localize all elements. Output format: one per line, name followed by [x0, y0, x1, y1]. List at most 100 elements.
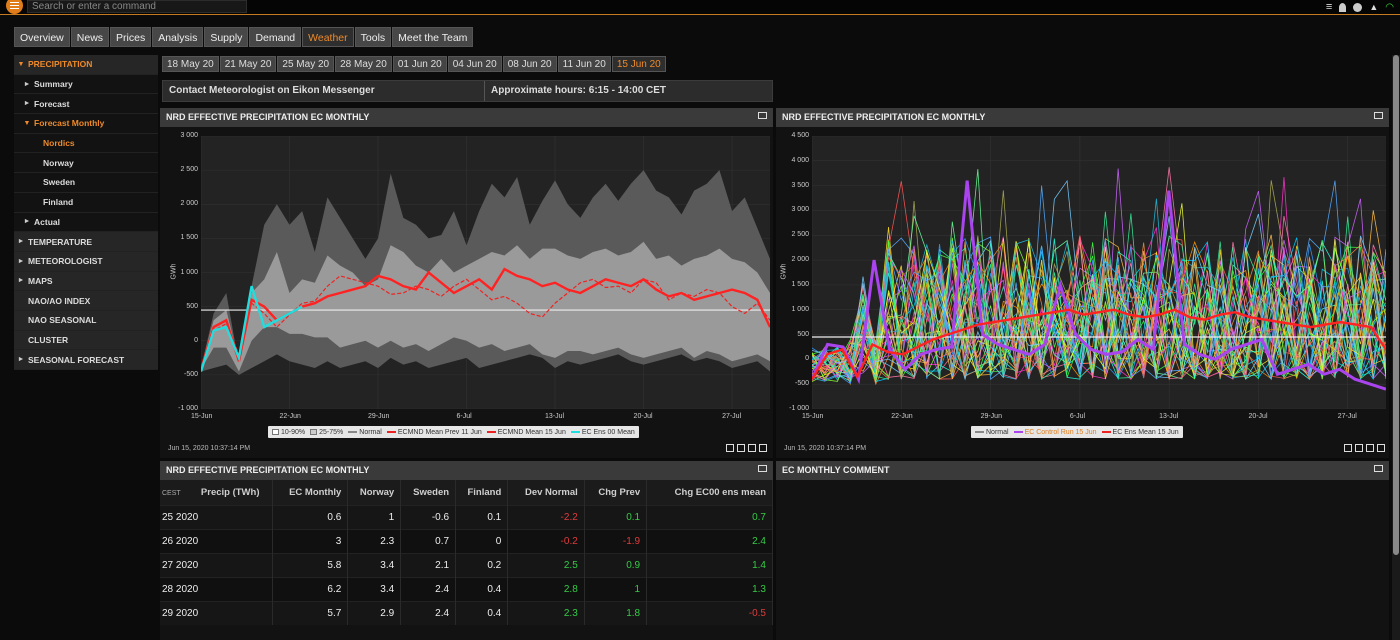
popout-icon[interactable]	[1374, 112, 1383, 119]
legend-entry[interactable]: ECMND Mean 15 Jun	[486, 429, 566, 436]
col-header[interactable]: Chg EC00 ens mean	[646, 480, 773, 505]
date-tab[interactable]: 15 Jun 20	[611, 56, 666, 72]
legend-entry[interactable]: Normal	[975, 429, 1009, 436]
scrollbar[interactable]	[1392, 55, 1400, 640]
col-header[interactable]: Sweden	[400, 480, 457, 505]
sidebar-item-finland[interactable]: Finland	[14, 192, 158, 213]
excel-icon[interactable]	[1377, 444, 1385, 452]
popout-icon[interactable]	[758, 112, 767, 119]
date-tab[interactable]: 01 Jun 20	[392, 56, 447, 72]
hamburger-icon[interactable]: ≡	[1325, 1, 1333, 13]
sidebar-item-seasonal-forecast[interactable]: ► SEASONAL FORECAST	[14, 350, 158, 370]
col-header[interactable]: Finland	[455, 480, 509, 505]
x-tick-label: 13-Jul	[545, 413, 565, 420]
sidebar-item-norway[interactable]: Norway	[14, 153, 158, 174]
date-tab[interactable]: 21 May 20	[219, 56, 277, 72]
legend-entry[interactable]: 10-90%	[272, 429, 305, 436]
precip-table: CEST Precip (TWh) EC Monthly Norway Sweden Fi…	[160, 480, 773, 625]
sidebar-item-label: Forecast Monthly	[34, 118, 105, 129]
export-icon[interactable]	[1344, 444, 1352, 452]
table-cell: 3	[272, 528, 349, 553]
export-icon[interactable]	[726, 444, 734, 452]
caret-right-icon: ►	[23, 218, 31, 226]
sidebar-item-nao-seasonal[interactable]: NAO SEASONAL	[14, 310, 158, 331]
date-tab[interactable]: 11 Jun 20	[557, 56, 611, 72]
sidebar-item-summary[interactable]: ► Summary	[14, 74, 158, 95]
tab-news[interactable]: News	[70, 27, 110, 47]
tab-overview[interactable]: Overview	[14, 27, 70, 47]
user-icon[interactable]	[1339, 2, 1347, 12]
caret-right-icon: ►	[17, 257, 25, 265]
x-tick-label: 22-Jun	[279, 413, 301, 420]
legend-entry[interactable]: 25-75%	[310, 429, 343, 436]
x-tick-label: 6-Jul	[456, 413, 472, 420]
date-tab[interactable]: 25 May 20	[277, 56, 335, 72]
popout-icon[interactable]	[1374, 465, 1383, 472]
sidebar-item-nordics[interactable]: Nordics	[14, 133, 158, 154]
sidebar-item-precipitation[interactable]: ▼ PRECIPITATION	[14, 55, 158, 75]
scrollbar-thumb[interactable]	[1393, 55, 1399, 555]
sidebar-item-meteorologist[interactable]: ► METEOROLOGIST	[14, 251, 158, 272]
sidebar-item-label: TEMPERATURE	[28, 236, 93, 247]
legend-entry[interactable]: EC Ens 00 Mean	[570, 429, 635, 436]
ec-control-run-line	[810, 180, 1387, 391]
table-cell: 3.4	[347, 576, 402, 601]
date-tab[interactable]: 04 Jun 20	[447, 56, 502, 72]
legend-entry[interactable]: EC Control Run 15 Jun	[1013, 429, 1097, 436]
table-row: 28 2020 6.2 3.4 2.4 0.4 2.8 1 1.3	[160, 576, 773, 601]
download-icon[interactable]	[748, 444, 756, 452]
date-tab[interactable]: 08 Jun 20	[502, 56, 557, 72]
table-cell: 1	[347, 504, 402, 529]
y-tick-label: 3 500	[791, 181, 809, 189]
col-header[interactable]: Dev Normal	[507, 480, 585, 505]
sidebar-item-maps[interactable]: ► MAPS	[14, 271, 158, 292]
sidebar-item-temperature[interactable]: ► TEMPERATURE	[14, 232, 158, 252]
chart1-plot[interactable]	[199, 135, 772, 410]
date-tab[interactable]: 18 May 20	[162, 56, 219, 72]
download-icon[interactable]	[1366, 444, 1374, 452]
tab-weather[interactable]: Weather	[302, 27, 354, 47]
legend-entry[interactable]: EC Ens Mean 15 Jun	[1101, 429, 1179, 436]
tab-supply[interactable]: Supply	[204, 27, 249, 47]
table-cell: 2.3	[347, 528, 402, 553]
table-cell: 2.4	[400, 576, 457, 601]
chat-icon[interactable]	[1353, 2, 1363, 12]
tab-demand[interactable]: Demand	[249, 27, 302, 47]
contact-meteorologist-link[interactable]: Contact Meteorologist on Eikon Messenger	[163, 81, 485, 101]
table-cell: 2.5	[507, 552, 585, 577]
sidebar-item-actual[interactable]: ► Actual	[14, 212, 158, 233]
command-search-input[interactable]: Search or enter a command	[27, 0, 247, 13]
date-tab[interactable]: 28 May 20	[335, 56, 392, 72]
x-tick-label: 13-Jul	[1159, 413, 1179, 420]
tab-analysis[interactable]: Analysis	[152, 27, 204, 47]
info-icon[interactable]	[737, 444, 745, 452]
sidebar-item-label: SEASONAL FORECAST	[28, 354, 125, 365]
col-header[interactable]: Norway	[347, 480, 402, 505]
sidebar-item-nao-ao-index[interactable]: NAO/AO INDEX	[14, 291, 158, 311]
info-icon[interactable]	[1355, 444, 1363, 452]
bell-icon[interactable]: ▲	[1369, 2, 1379, 12]
excel-icon[interactable]	[759, 444, 767, 452]
tab-prices[interactable]: Prices	[110, 27, 152, 47]
col-header[interactable]: EC Monthly	[272, 480, 349, 505]
y-tick-label: 0	[194, 336, 198, 344]
y-tick-label: -1 000	[178, 405, 198, 412]
popout-icon[interactable]	[758, 465, 767, 472]
chart2-plot[interactable]	[810, 135, 1387, 410]
col-header[interactable]: Chg Prev	[584, 480, 648, 505]
tab-meet-the-team[interactable]: Meet the Team	[392, 27, 474, 47]
app-menu-icon[interactable]	[6, 0, 23, 14]
sidebar-item-sweden[interactable]: Sweden	[14, 173, 158, 193]
sidebar-item-cluster[interactable]: CLUSTER	[14, 330, 158, 351]
tab-tools[interactable]: Tools	[354, 27, 392, 47]
chart1-svg	[199, 135, 772, 410]
chart2-timestamp: Jun 15, 2020 10:37:14 PM	[784, 445, 867, 452]
legend-entry[interactable]: Normal	[348, 429, 382, 436]
sidebar-item-label: NAO SEASONAL	[28, 315, 97, 326]
caret-right-icon: ►	[23, 100, 31, 108]
sidebar-item-forecast[interactable]: ► Forecast	[14, 94, 158, 115]
legend-entry[interactable]: ECMND Mean Prev 11 Jun	[386, 429, 482, 436]
y-tick-label: 2 500	[180, 166, 198, 174]
legend-swatch	[272, 429, 279, 435]
sidebar-item-forecast-monthly[interactable]: ▼ Forecast Monthly	[14, 114, 158, 134]
